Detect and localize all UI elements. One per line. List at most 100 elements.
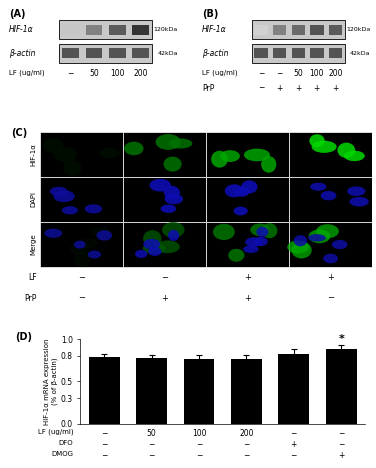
Ellipse shape [143,230,162,247]
Text: −: − [243,452,250,461]
Text: 200: 200 [239,429,254,438]
Bar [329,25,342,35]
Text: −: − [196,452,202,461]
Text: PrP: PrP [24,293,37,303]
Ellipse shape [164,186,180,199]
Bar [206,132,289,177]
Ellipse shape [85,204,102,213]
Ellipse shape [310,183,326,191]
Text: −: − [161,273,168,282]
Text: −: − [291,429,297,438]
Text: −: − [291,452,297,461]
Ellipse shape [63,160,82,176]
Bar [132,25,149,35]
Text: 120kDa: 120kDa [153,27,178,32]
Text: 120kDa: 120kDa [346,27,370,32]
Text: β-actin: β-actin [9,49,36,58]
Text: −: − [327,293,334,303]
Ellipse shape [220,150,240,162]
Text: 42kDa: 42kDa [350,51,370,56]
Ellipse shape [79,238,98,248]
Bar [310,25,323,35]
Ellipse shape [225,184,244,197]
Ellipse shape [88,250,101,258]
Text: −: − [149,440,155,449]
Bar [252,21,345,39]
Text: +: + [295,84,302,93]
Ellipse shape [312,141,337,153]
Text: −: − [276,69,283,78]
Ellipse shape [256,227,268,237]
Bar [329,49,342,58]
Text: +: + [161,293,168,303]
Text: +: + [244,273,251,282]
Bar [123,132,206,177]
Bar [310,49,323,58]
Ellipse shape [135,250,147,258]
Text: 50: 50 [293,69,303,78]
Text: +: + [276,84,283,93]
Text: 50: 50 [147,429,156,438]
Bar [206,177,289,222]
Bar [289,132,372,177]
Text: −: − [196,440,202,449]
Text: DFO: DFO [59,440,73,446]
Text: HIF-1α: HIF-1α [9,25,34,34]
Ellipse shape [70,242,90,255]
Ellipse shape [156,241,180,253]
Ellipse shape [261,156,276,173]
Text: 200: 200 [328,69,343,78]
Ellipse shape [148,247,162,256]
Bar [132,49,149,58]
Ellipse shape [233,206,248,215]
Text: LF (ug/ml): LF (ug/ml) [9,69,45,76]
Ellipse shape [235,187,249,197]
Text: 100: 100 [192,429,206,438]
Bar [255,25,268,35]
Bar [273,49,287,58]
Text: −: − [149,452,155,461]
Text: β-actin: β-actin [202,49,229,58]
Text: +: + [327,273,334,282]
Text: +: + [338,452,344,461]
Ellipse shape [165,194,183,204]
Text: 200: 200 [133,69,148,78]
Text: −: − [338,440,344,449]
Bar [109,49,126,58]
Text: −: − [101,440,108,449]
Bar [273,25,287,35]
Text: DAPI: DAPI [31,191,37,207]
Text: −: − [258,84,264,93]
Bar [123,222,206,267]
Bar [40,222,123,267]
Ellipse shape [161,205,176,213]
Ellipse shape [168,139,192,148]
Bar [206,222,289,267]
Text: −: − [243,440,250,449]
Ellipse shape [124,142,144,155]
Ellipse shape [89,227,111,237]
Bar [291,49,305,58]
Bar [62,49,79,58]
Ellipse shape [243,245,259,253]
Ellipse shape [99,148,120,159]
Ellipse shape [213,224,235,240]
Text: −: − [101,452,108,461]
Ellipse shape [287,241,309,254]
Ellipse shape [164,157,182,172]
Bar [40,177,123,222]
Text: Merge: Merge [31,234,37,255]
Ellipse shape [241,180,258,193]
Ellipse shape [156,134,181,150]
Ellipse shape [323,254,338,263]
Text: (C): (C) [11,128,27,138]
Bar [86,49,102,58]
Ellipse shape [347,186,365,196]
Ellipse shape [244,148,270,161]
Text: LF (ug/ml): LF (ug/ml) [202,69,238,76]
Ellipse shape [44,229,62,238]
Text: +: + [291,440,297,449]
Ellipse shape [316,224,339,238]
Text: 100: 100 [110,69,124,78]
Ellipse shape [321,191,337,200]
